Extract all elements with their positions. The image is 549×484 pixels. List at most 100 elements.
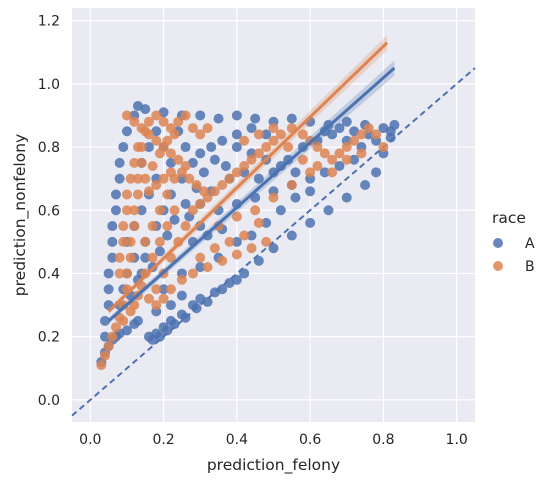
point-B: [114, 268, 125, 279]
point-B: [327, 154, 338, 165]
x-tick-labels: 0.0 0.2 0.4 0.6 0.8 1.0: [79, 432, 468, 448]
point-B: [118, 221, 129, 232]
point-B: [378, 142, 389, 153]
point-B: [261, 142, 272, 153]
point-B: [143, 129, 154, 140]
point-B: [140, 173, 151, 184]
point-B: [118, 236, 129, 247]
point-A: [180, 198, 191, 209]
point-B: [99, 350, 110, 361]
point-B: [121, 268, 132, 279]
regression-line-A: [107, 66, 396, 322]
point-B: [195, 252, 206, 263]
point-A: [261, 217, 272, 228]
point-B: [143, 293, 154, 304]
point-B: [143, 186, 154, 197]
legend-marker-A: [493, 238, 503, 248]
point-B: [213, 221, 224, 232]
point-B: [217, 255, 228, 266]
point-B: [125, 173, 136, 184]
point-B: [176, 274, 187, 285]
point-B: [239, 161, 250, 172]
point-B: [224, 173, 235, 184]
x-tick-label: 0.8: [372, 432, 394, 448]
point-A: [360, 179, 371, 190]
point-B: [125, 236, 136, 247]
point-A: [283, 154, 294, 165]
y-tick-label: 0.2: [38, 330, 60, 346]
point-B: [246, 154, 257, 165]
point-A: [162, 230, 173, 241]
point-B: [165, 167, 176, 178]
point-B: [151, 110, 162, 121]
point-B: [143, 116, 154, 127]
y-tick-label: 1.0: [38, 77, 60, 93]
point-B: [129, 205, 140, 216]
point-B: [136, 157, 147, 168]
point-A: [107, 252, 118, 263]
point-B: [158, 173, 169, 184]
point-B: [118, 315, 129, 326]
point-B: [239, 230, 250, 241]
point-A: [250, 113, 261, 124]
point-B: [169, 129, 180, 140]
point-A: [165, 300, 176, 311]
point-A: [349, 154, 360, 165]
point-A: [103, 268, 114, 279]
point-B: [173, 236, 184, 247]
point-A: [220, 161, 231, 172]
point-A: [206, 142, 217, 153]
point-A: [132, 100, 143, 111]
point-B: [154, 205, 165, 216]
point-A: [246, 123, 257, 134]
point-A: [118, 142, 129, 153]
point-A: [341, 192, 352, 203]
point-A: [231, 110, 242, 121]
point-B: [209, 243, 220, 254]
point-B: [125, 252, 136, 263]
point-A: [275, 161, 286, 172]
y-tick-label: 0.6: [38, 203, 60, 219]
point-B: [132, 142, 143, 153]
point-B: [147, 161, 158, 172]
identity-line: [71, 67, 476, 417]
point-B: [158, 116, 169, 127]
y-tick-label: 1.2: [38, 14, 60, 30]
x-tick-label: 0.4: [226, 432, 248, 448]
point-A: [253, 255, 264, 266]
point-B: [253, 129, 264, 140]
point-B: [195, 198, 206, 209]
point-B: [187, 268, 198, 279]
point-A: [268, 167, 279, 178]
point-B: [158, 293, 169, 304]
point-A: [162, 325, 173, 336]
point-A: [341, 116, 352, 127]
point-A: [180, 142, 191, 153]
point-B: [151, 300, 162, 311]
point-A: [305, 186, 316, 197]
point-B: [363, 123, 374, 134]
point-B: [165, 284, 176, 295]
point-B: [184, 173, 195, 184]
point-A: [231, 236, 242, 247]
point-B: [239, 135, 250, 146]
point-B: [297, 129, 308, 140]
point-B: [283, 142, 294, 153]
point-A: [217, 135, 228, 146]
point-B: [253, 217, 264, 228]
legend-title: race: [492, 209, 526, 227]
point-B: [231, 211, 242, 222]
x-tick-label: 1.0: [446, 432, 468, 448]
point-B: [356, 129, 367, 140]
point-B: [107, 331, 118, 342]
point-B: [202, 262, 213, 273]
point-B: [136, 123, 147, 134]
point-B: [217, 179, 228, 190]
point-B: [132, 173, 143, 184]
point-B: [202, 192, 213, 203]
point-B: [147, 221, 158, 232]
x-tick-label: 0.0: [79, 432, 101, 448]
point-B: [356, 148, 367, 159]
point-A: [198, 167, 209, 178]
point-B: [312, 142, 323, 153]
